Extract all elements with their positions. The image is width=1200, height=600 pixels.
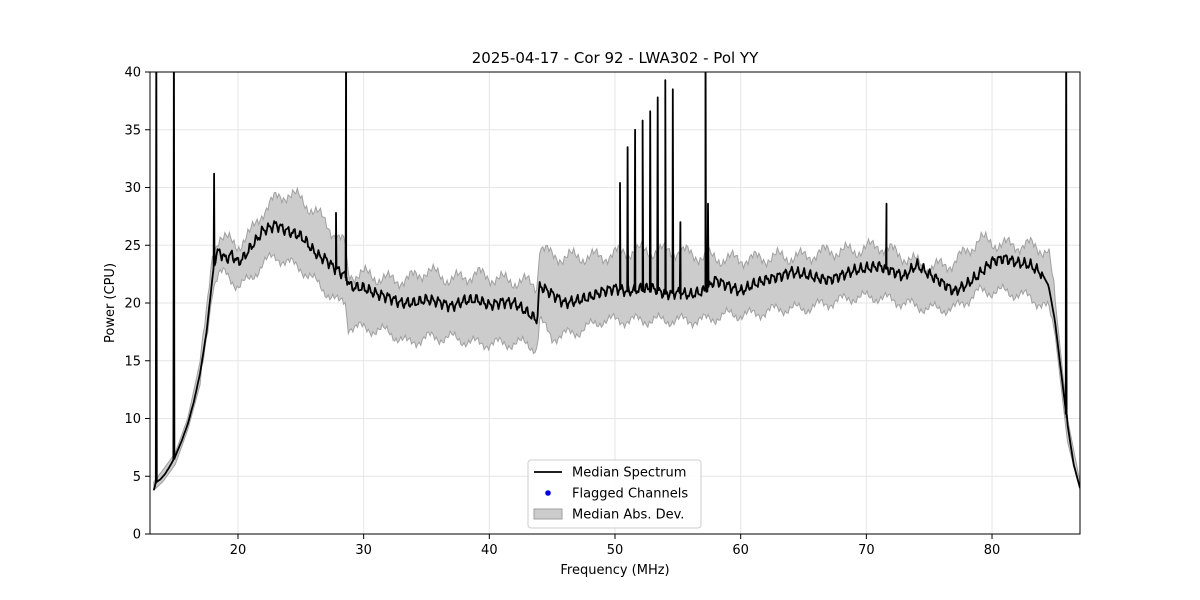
median-line (152, 72, 1080, 491)
y-axis-label: Power (CPU) (103, 263, 118, 343)
y-tick-label: 35 (124, 123, 141, 138)
legend-box (527, 459, 702, 529)
x-tick-label: 30 (355, 543, 372, 558)
x-tick-label: 80 (984, 543, 1001, 558)
y-tick-label: 0 (133, 528, 141, 543)
mad-band-area (153, 186, 1080, 492)
legend-swatch-mad (533, 508, 563, 520)
legend-swatch-flagged (545, 490, 551, 496)
y-tick-label: 40 (124, 66, 141, 81)
x-axis-label: Frequency (MHz) (560, 563, 669, 578)
y-tick-label: 20 (124, 297, 141, 312)
legend-label: Median Spectrum (572, 466, 686, 481)
mad-band (153, 186, 1080, 492)
y-tick-label: 10 (124, 412, 141, 427)
y-tick-label: 5 (133, 470, 141, 485)
x-tick-label: 70 (858, 543, 875, 558)
x-tick-label: 20 (230, 543, 247, 558)
y-tick-label: 30 (124, 181, 141, 196)
y-axis: 0 5 10 15 20 25 30 35 40 (124, 66, 150, 543)
legend-label: Median Abs. Dev. (572, 508, 684, 523)
x-axis: 20 30 40 50 60 70 80 (230, 534, 1001, 558)
y-tick-label: 15 (124, 354, 141, 369)
legend-label: Flagged Channels (572, 487, 688, 502)
x-tick-label: 50 (607, 543, 624, 558)
median-spectrum-line (152, 72, 1080, 491)
x-tick-label: 40 (481, 543, 498, 558)
x-tick-label: 60 (732, 543, 749, 558)
y-tick-label: 25 (124, 239, 141, 254)
legend: Median Spectrum Flagged Channels Median Ab… (527, 459, 702, 529)
chart-title: 2025-04-17 - Cor 92 - LWA302 - Pol YY (472, 49, 759, 67)
